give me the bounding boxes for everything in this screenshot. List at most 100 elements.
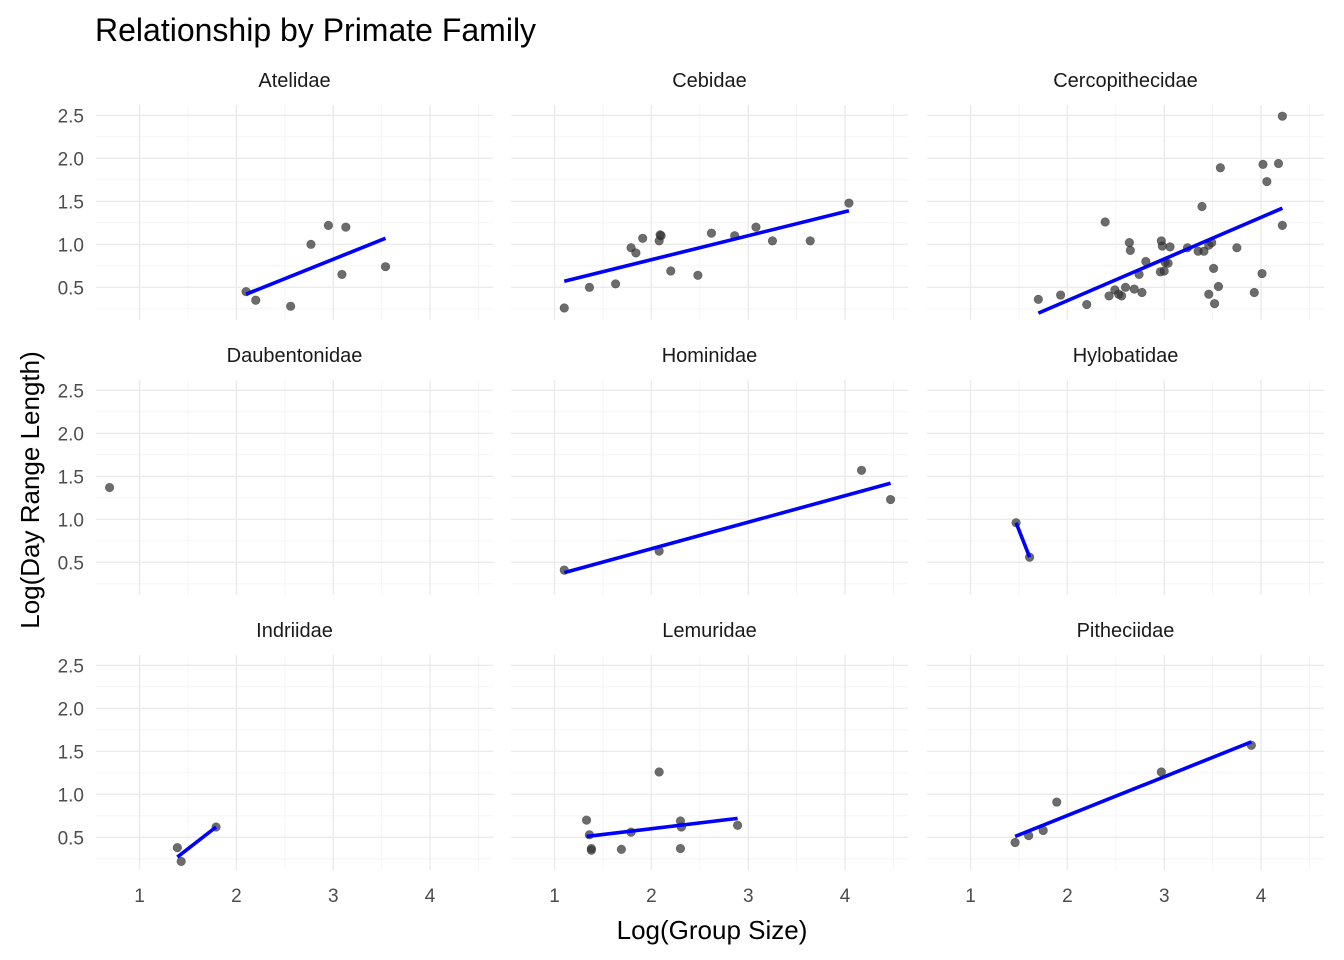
data-point	[586, 845, 596, 855]
x-tick-label: 2	[231, 886, 242, 907]
facet-cercopithecidae: Cercopithecidae	[927, 70, 1324, 320]
y-tick-label: 2.5	[58, 106, 84, 127]
x-tick-label: 4	[425, 886, 436, 907]
regression-line	[245, 236, 387, 296]
data-point	[172, 843, 182, 853]
facet-pitheciidae: Pitheciidae 1 2 3 4	[927, 620, 1324, 907]
data-point	[306, 239, 316, 249]
facet-label-atelidae: Atelidae	[258, 70, 330, 92]
data-point	[1124, 238, 1134, 248]
data-point	[666, 266, 676, 276]
data-point	[631, 248, 641, 258]
x-tick-label: 1	[549, 886, 560, 907]
data-point	[1232, 243, 1242, 253]
data-point	[1082, 299, 1092, 310]
y-axis-title: Log(Day Range Length)	[15, 351, 45, 629]
data-point	[1165, 242, 1175, 252]
data-point	[1129, 284, 1139, 294]
regression-line	[563, 209, 850, 284]
data-point	[1052, 797, 1062, 807]
data-point	[1249, 287, 1259, 298]
data-point	[638, 233, 648, 243]
regression-line	[1014, 740, 1253, 839]
facet-label-indriidae: Indriidae	[256, 620, 333, 642]
x-axis-title: Log(Group Size)	[617, 915, 808, 945]
data-point	[1273, 158, 1284, 169]
data-point	[1215, 163, 1225, 173]
facet-hylobatidae: Hylobatidae	[927, 345, 1324, 595]
x-tick-label: 3	[328, 886, 339, 907]
data-point	[767, 236, 778, 246]
facet-hominidae: Hominidae	[511, 345, 908, 595]
data-point	[1056, 290, 1066, 300]
data-point	[1120, 282, 1131, 292]
data-point	[1258, 159, 1268, 169]
data-point	[1125, 245, 1135, 255]
data-point	[693, 270, 703, 280]
data-point	[610, 279, 621, 289]
facet-indriidae: Indriidae 0.5 1.0 1.5 2.0 2.5 1 2 3 4	[58, 620, 493, 907]
data-point	[1104, 291, 1114, 301]
y-tick-label: 1.5	[58, 467, 84, 488]
data-point	[176, 856, 186, 867]
facet-daubentonidae: Daubentonidae 0.5 1.0 1.5 2.0 2.5	[58, 345, 493, 595]
facet-lemuridae: Lemuridae 1 2 3 4	[511, 620, 908, 907]
data-point	[751, 222, 761, 232]
data-point	[1209, 299, 1220, 309]
data-point	[732, 820, 743, 830]
data-point	[706, 228, 717, 238]
x-tick-label: 3	[743, 886, 754, 907]
data-point	[581, 815, 592, 825]
y-tick-label: 2.0	[58, 424, 84, 445]
facet-label-lemuridae: Lemuridae	[662, 620, 757, 642]
y-tick-label: 0.5	[58, 278, 84, 299]
regression-line	[563, 481, 892, 575]
data-point	[844, 198, 854, 208]
data-point	[856, 465, 867, 475]
data-point	[323, 220, 333, 230]
y-tick-label: 0.5	[58, 828, 84, 849]
data-point	[1262, 176, 1272, 187]
data-point	[559, 303, 569, 313]
y-tick-label: 0.5	[58, 553, 84, 574]
data-point	[1117, 291, 1127, 301]
data-point	[1137, 287, 1147, 298]
facet-label-hylobatidae: Hylobatidae	[1073, 345, 1179, 367]
x-tick-label: 1	[134, 886, 145, 907]
facet-label-cercopithecidae: Cercopithecidae	[1053, 70, 1198, 92]
y-tick-label: 2.0	[58, 699, 84, 720]
chart-title: Relationship by Primate Family	[95, 12, 536, 48]
y-tick-label: 2.0	[58, 149, 84, 170]
data-point	[251, 295, 261, 305]
y-tick-label: 2.5	[58, 656, 84, 677]
data-point	[616, 844, 626, 854]
data-point	[1199, 246, 1209, 256]
facet-label-pitheciidae: Pitheciidae	[1077, 620, 1175, 642]
regression-line	[586, 816, 738, 839]
data-point	[1100, 217, 1110, 227]
facet-cebidae: Cebidae	[511, 70, 908, 320]
x-tick-label: 1	[965, 886, 976, 907]
data-point	[380, 262, 391, 272]
facet-atelidae: Atelidae 0.5 1.0 1.5 2.0 2.5	[58, 70, 493, 320]
data-point	[675, 843, 686, 854]
data-point	[1277, 111, 1287, 121]
facet-grid: Atelidae 0.5 1.0 1.5 2.0 2.5 Cebidae Cercopithe…	[58, 70, 1324, 907]
data-point	[1197, 201, 1207, 212]
x-tick-label: 4	[1256, 886, 1267, 907]
data-point	[1010, 837, 1020, 848]
x-tick-label: 2	[1062, 886, 1073, 907]
data-point	[104, 482, 115, 493]
regression-line	[176, 825, 218, 859]
facet-label-daubentonidae: Daubentonidae	[227, 345, 363, 367]
data-point	[337, 269, 347, 280]
data-point	[1213, 281, 1224, 292]
y-tick-label: 2.5	[58, 381, 84, 402]
x-tick-label: 2	[646, 886, 657, 907]
regression-line	[1014, 522, 1032, 558]
data-point	[885, 494, 896, 505]
y-tick-label: 1.5	[58, 742, 84, 763]
data-point	[1157, 241, 1167, 251]
y-tick-label: 1.5	[58, 192, 84, 213]
